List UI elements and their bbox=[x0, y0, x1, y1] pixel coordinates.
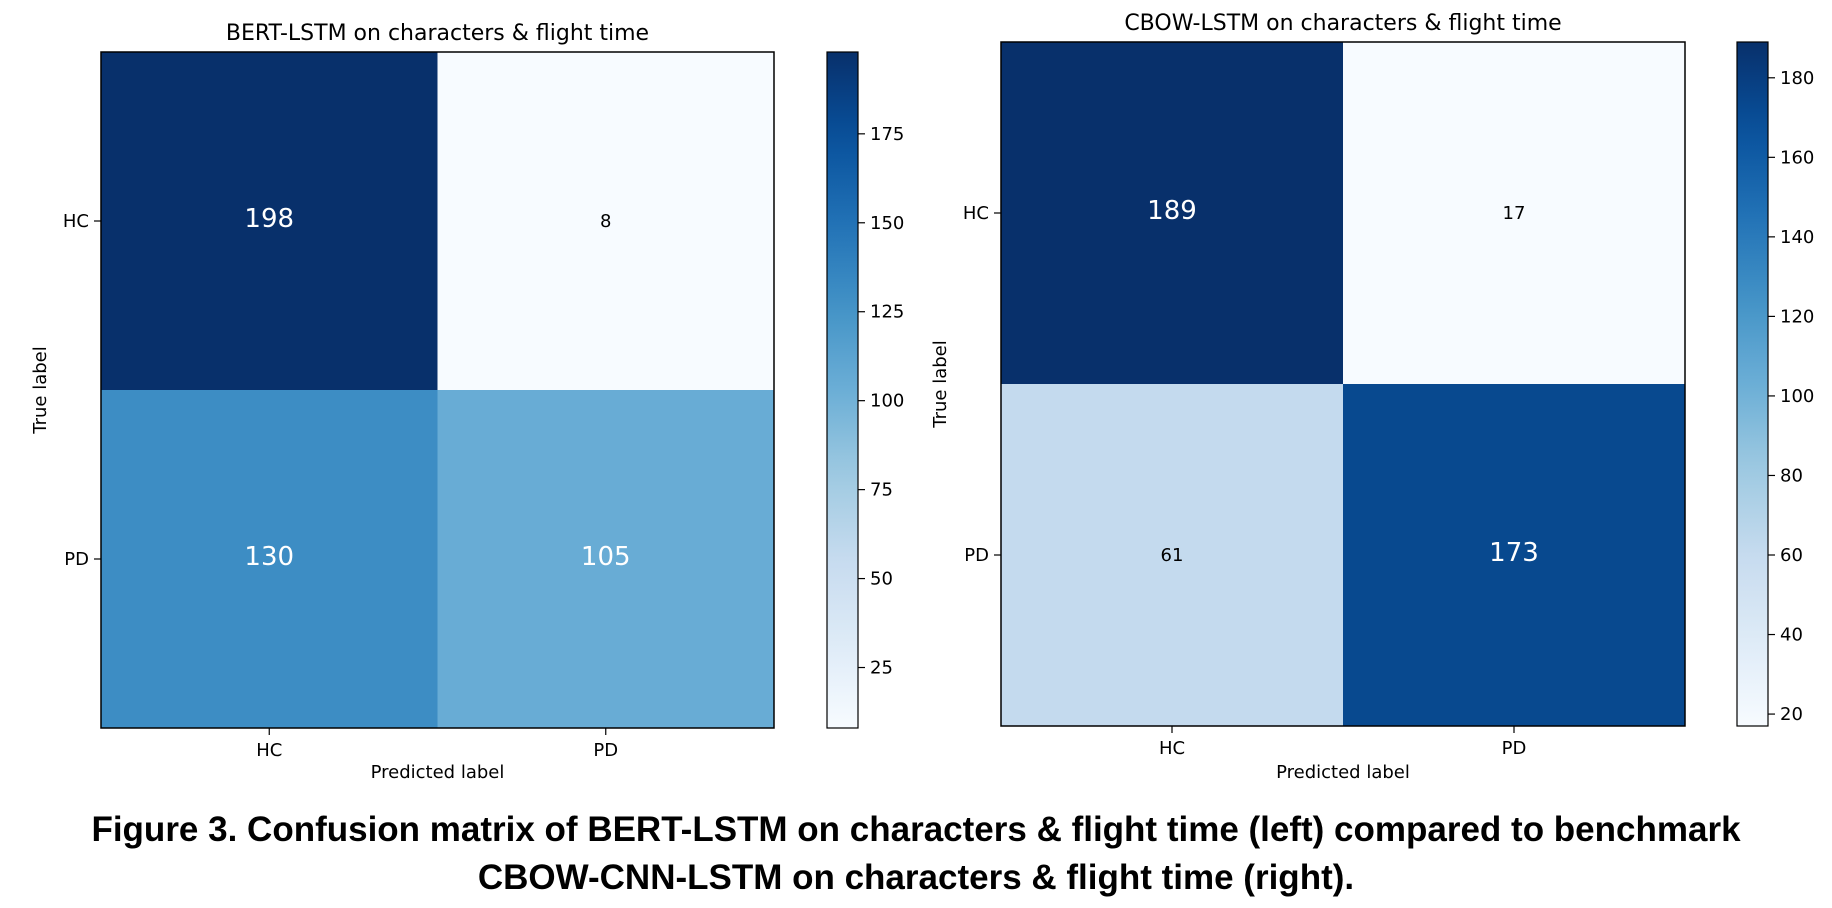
panel-2-y-axis-label: True label bbox=[930, 340, 951, 429]
panel-2-colorbar-tick-label-0: 20 bbox=[1780, 704, 1803, 725]
panel-2-colorbar-tick-label-7: 160 bbox=[1780, 147, 1814, 168]
panel-2-cell-value-r1-c0: 61 bbox=[1161, 545, 1184, 566]
panel-1-heatmap-cell-r1-c1 bbox=[437, 390, 775, 729]
panel-2-colorbar-tick-label-6: 140 bbox=[1780, 227, 1814, 248]
confusion-matrix-figure: BERT-LSTM on characters & flight time 198… bbox=[30, 11, 1814, 783]
panel-1-colorbar-tick-label-3: 100 bbox=[870, 391, 904, 412]
panel-1-x-tick-label-1: PD bbox=[593, 740, 618, 761]
panel-1-y-axis-label: True label bbox=[30, 346, 51, 435]
panel-2-colorbar-tick-label-1: 40 bbox=[1780, 625, 1803, 646]
panel-2-colorbar-tick-label-8: 180 bbox=[1780, 68, 1814, 89]
panel-1-heatmap-cell-r0-c1 bbox=[437, 52, 775, 391]
panel-1-colorbar-tick-label-0: 25 bbox=[870, 658, 893, 679]
panel-2-cell-value-r0-c1: 17 bbox=[1503, 203, 1526, 224]
panel-2-x-axis-label: Predicted label bbox=[1276, 762, 1410, 783]
panel-2-heatmap-frame bbox=[1000, 41, 1686, 727]
panel-2-chart-title: CBOW-LSTM on characters & flight time bbox=[1124, 11, 1561, 36]
panel-1-heatmap-cell-r0-c0 bbox=[101, 52, 438, 391]
panel-2-y-tick-label-1: PD bbox=[964, 545, 989, 566]
panel-1-y-tick-label-1: PD bbox=[64, 549, 89, 570]
panel-2-colorbar bbox=[1736, 41, 1769, 727]
panel-1-colorbar bbox=[826, 51, 859, 729]
panel-1-cell-value-r0-c1: 8 bbox=[600, 211, 611, 232]
panel-2-y-tick-label-0: HC bbox=[963, 203, 989, 224]
panel-1-colorbar-tick-label-2: 75 bbox=[870, 480, 893, 501]
panel-1-cell-value-r0-c0: 198 bbox=[244, 204, 294, 234]
panel-1-x-axis-label: Predicted label bbox=[371, 762, 505, 783]
panel-2-colorbar-tick-label-4: 100 bbox=[1780, 386, 1814, 407]
panel-2-heatmap-cell-r0-c1 bbox=[1343, 42, 1686, 385]
figure-caption: Figure 3. Confusion matrix of BERT-LSTM … bbox=[0, 806, 1832, 902]
panel-1-heatmap-cell-r1-c0 bbox=[101, 390, 438, 729]
panel-1-y-tick-label-0: HC bbox=[63, 211, 89, 232]
panel-2-heatmap-cell-r1-c0 bbox=[1001, 384, 1344, 727]
panel-1-colorbar-tick-label-1: 50 bbox=[870, 569, 893, 590]
panel-1-cell-value-r1-c1: 105 bbox=[581, 542, 631, 572]
panel-2-heatmap-cell-r0-c0 bbox=[1001, 42, 1344, 385]
panel-1-cell-value-r1-c0: 130 bbox=[244, 542, 294, 572]
panel-1-colorbar-tick-label-6: 175 bbox=[870, 124, 904, 145]
panel-1-colorbar-tick-label-5: 150 bbox=[870, 213, 904, 234]
panel-1-heatmap-frame bbox=[100, 51, 775, 729]
panel-1-colorbar-tick-label-4: 125 bbox=[870, 302, 904, 323]
panel-2-x-tick-label-1: PD bbox=[1502, 738, 1527, 759]
panel-2-colorbar-tick-label-3: 80 bbox=[1780, 465, 1803, 486]
panel-2-cell-value-r0-c0: 189 bbox=[1147, 196, 1197, 226]
panel-2-colorbar-tick-label-5: 120 bbox=[1780, 306, 1814, 327]
panel-1-chart-title: BERT-LSTM on characters & flight time bbox=[226, 21, 649, 46]
panel-1-x-tick-label-0: HC bbox=[256, 740, 282, 761]
panel-2-x-tick-label-0: HC bbox=[1159, 738, 1185, 759]
panel-2-heatmap-cell-r1-c1 bbox=[1343, 384, 1686, 727]
caption-line-2: CBOW-CNN-LSTM on characters & flight tim… bbox=[477, 858, 1355, 897]
panel-2-cell-value-r1-c1: 173 bbox=[1489, 538, 1539, 568]
caption-line-1: Figure 3. Confusion matrix of BERT-LSTM … bbox=[91, 810, 1741, 849]
panel-2-colorbar-tick-label-2: 60 bbox=[1780, 545, 1803, 566]
